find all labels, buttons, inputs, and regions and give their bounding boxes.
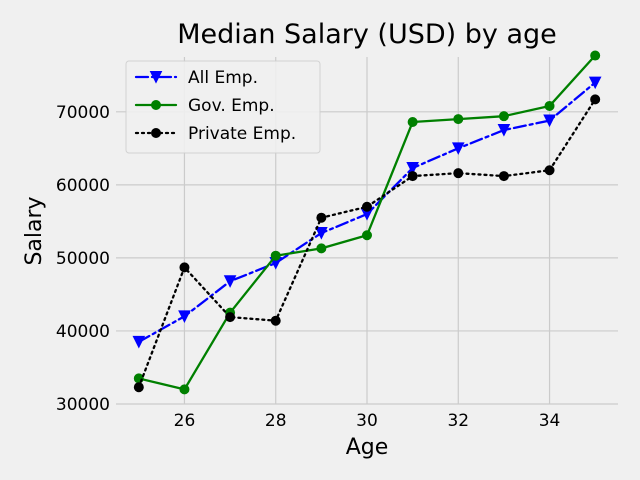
data-point — [225, 312, 236, 323]
data-point — [316, 212, 327, 223]
tick-labels: 26 28 30 32 34 30000 40000 50000 60000 70000 — [56, 103, 560, 431]
data-point — [362, 201, 372, 212]
data-point — [270, 250, 281, 261]
data-point — [179, 384, 190, 395]
x-tick-label: 28 — [265, 411, 287, 431]
series-all-emp — [132, 76, 602, 349]
x-tick-label: 32 — [447, 411, 469, 431]
data-point — [362, 230, 372, 241]
data-point — [498, 171, 509, 182]
legend-label: Private Emp. — [188, 124, 296, 144]
y-tick-label: 60000 — [56, 176, 110, 196]
data-point — [315, 227, 328, 240]
data-point — [497, 124, 511, 137]
data-point — [407, 171, 418, 182]
data-point — [498, 111, 509, 122]
data-point — [406, 162, 419, 175]
data-point — [223, 275, 237, 288]
legend-label: Gov. Emp. — [188, 96, 275, 116]
y-tick-label: 40000 — [56, 322, 110, 342]
data-point — [151, 128, 161, 138]
data-point — [544, 165, 555, 176]
data-point — [588, 76, 602, 90]
data-point — [133, 382, 144, 393]
x-tick-label: 30 — [356, 411, 378, 431]
data-point — [407, 117, 418, 128]
data-point — [453, 114, 464, 125]
series-layer — [132, 50, 602, 395]
data-point — [453, 168, 464, 179]
chart-title: Median Salary (USD) by age — [177, 19, 557, 50]
legend-box — [125, 60, 321, 154]
data-point — [590, 50, 601, 61]
data-point — [544, 100, 555, 111]
y-tick-label: 30000 — [56, 395, 110, 415]
data-point — [178, 310, 191, 323]
x-axis-label: Age — [346, 435, 389, 460]
y-tick-label: 70000 — [56, 103, 110, 123]
legend-label: All Emp. — [188, 68, 258, 88]
data-point — [590, 94, 601, 105]
data-point — [149, 71, 163, 84]
y-tick-label: 50000 — [56, 249, 110, 269]
data-point — [451, 142, 465, 155]
data-point — [270, 315, 281, 326]
data-point — [316, 243, 327, 254]
y-axis-label: Salary — [22, 196, 47, 265]
data-point — [151, 100, 161, 110]
series-private-emp — [133, 94, 601, 393]
x-tick-label: 26 — [174, 411, 196, 431]
legend: All Emp. Gov. Emp. Private Emp. — [125, 60, 321, 154]
x-tick-label: 34 — [539, 411, 561, 431]
data-point — [543, 114, 556, 128]
data-point — [179, 262, 190, 273]
data-point — [132, 335, 146, 349]
